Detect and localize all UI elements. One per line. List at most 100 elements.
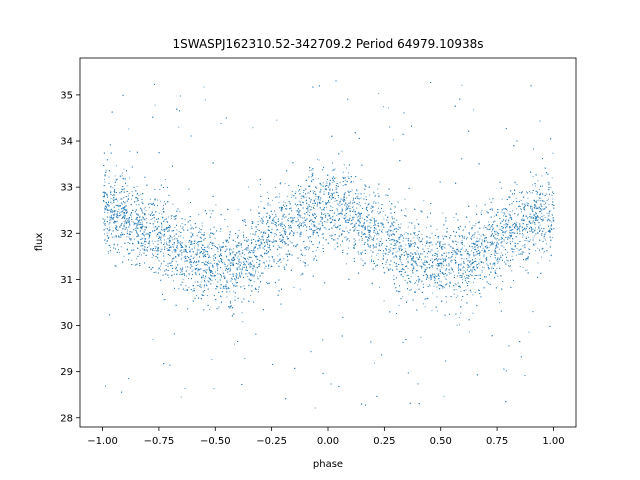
data-point <box>156 235 158 237</box>
data-point <box>338 224 340 226</box>
data-point <box>481 271 483 273</box>
data-point <box>457 295 459 297</box>
data-point <box>127 248 128 250</box>
data-point <box>171 215 173 217</box>
data-point <box>264 267 266 269</box>
data-point <box>158 235 160 237</box>
data-point <box>452 241 454 243</box>
data-point <box>267 246 269 248</box>
data-point <box>177 243 179 245</box>
data-point <box>175 261 177 262</box>
data-point <box>360 258 362 260</box>
data-point <box>115 165 117 167</box>
data-point <box>108 252 109 254</box>
data-point <box>315 196 317 198</box>
data-point <box>262 238 264 240</box>
data-point <box>114 185 116 186</box>
data-point <box>370 245 372 246</box>
data-point <box>307 213 309 215</box>
data-point <box>154 104 156 106</box>
data-point <box>128 192 130 194</box>
data-point <box>422 283 424 285</box>
data-point <box>505 219 507 221</box>
data-point <box>374 195 376 197</box>
data-point <box>130 213 132 215</box>
data-point <box>346 222 348 224</box>
data-point <box>214 245 215 247</box>
data-point <box>183 230 185 231</box>
data-point <box>197 264 199 266</box>
data-point <box>226 296 228 298</box>
data-point <box>400 247 402 249</box>
data-point <box>541 220 543 222</box>
data-point <box>238 250 240 252</box>
data-point <box>478 274 480 276</box>
data-point <box>225 283 227 285</box>
data-point <box>186 256 188 257</box>
data-point <box>104 206 106 208</box>
data-point <box>323 208 324 210</box>
chart-title: 1SWASPJ162310.52-342709.2 Period 64979.1… <box>172 37 483 51</box>
data-point <box>339 202 341 204</box>
data-point <box>117 200 119 202</box>
data-point <box>105 169 107 171</box>
data-point <box>474 274 476 276</box>
data-point <box>300 195 302 197</box>
data-point <box>249 295 251 296</box>
data-point <box>200 281 202 283</box>
data-point <box>144 219 146 221</box>
data-point <box>213 388 215 389</box>
data-point <box>357 193 359 195</box>
data-point <box>439 280 441 282</box>
data-point <box>334 223 336 225</box>
data-point <box>160 236 162 238</box>
data-point <box>474 260 476 262</box>
data-point <box>144 206 146 208</box>
data-point <box>344 200 346 201</box>
data-point <box>532 218 534 220</box>
data-point <box>272 199 274 201</box>
data-point <box>204 254 206 256</box>
data-point <box>246 247 248 249</box>
data-point <box>519 229 520 231</box>
data-point <box>130 238 132 240</box>
data-point <box>354 228 356 230</box>
data-point <box>549 227 551 229</box>
data-point <box>391 233 393 235</box>
data-point <box>208 243 210 245</box>
data-point <box>203 86 205 88</box>
data-point <box>113 214 115 216</box>
data-point <box>227 265 229 267</box>
data-point <box>248 239 250 241</box>
data-point <box>496 243 498 245</box>
data-point <box>431 232 433 234</box>
data-point <box>483 256 485 258</box>
data-point <box>180 225 181 227</box>
data-point <box>390 247 392 249</box>
data-point <box>176 240 178 242</box>
data-point <box>448 271 450 273</box>
data-point <box>249 272 251 274</box>
data-point <box>142 248 144 250</box>
data-point <box>218 273 220 275</box>
data-point <box>106 240 108 242</box>
data-point <box>313 215 315 217</box>
data-point <box>495 252 497 254</box>
data-point <box>194 240 196 242</box>
data-point <box>135 228 137 230</box>
data-point <box>414 282 416 284</box>
data-point <box>158 212 160 214</box>
data-point <box>525 236 527 238</box>
data-point <box>275 196 277 198</box>
data-point <box>154 220 156 222</box>
data-point <box>182 278 184 280</box>
data-point <box>204 277 206 279</box>
data-point <box>393 275 395 277</box>
data-point <box>378 226 380 227</box>
data-point <box>275 213 277 215</box>
data-point <box>332 206 334 208</box>
data-point <box>516 184 518 186</box>
data-point <box>121 175 123 177</box>
data-point <box>291 231 293 233</box>
